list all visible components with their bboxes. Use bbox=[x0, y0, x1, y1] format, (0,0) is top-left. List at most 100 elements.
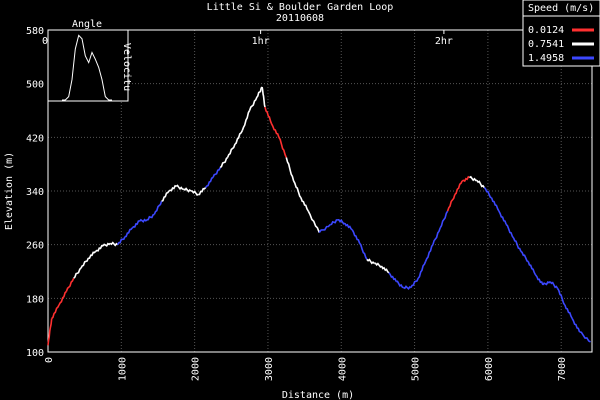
x-tick-label: 4000 bbox=[337, 357, 348, 381]
chart-title: Little Si & Boulder Garden Loop bbox=[207, 2, 394, 13]
x-tick-label: 2000 bbox=[191, 357, 202, 381]
elevation-segment bbox=[498, 210, 507, 225]
elevation-segment bbox=[226, 143, 236, 158]
x-ticks: 0 1000 2000 3000 4000 5000 6000 7000 bbox=[44, 357, 568, 381]
elevation-segment bbox=[139, 218, 148, 223]
elevation-segment bbox=[505, 223, 515, 239]
elevation-segment bbox=[527, 261, 537, 276]
elevation-segment bbox=[261, 86, 266, 108]
elevation-segment bbox=[109, 241, 119, 247]
elevation-segment bbox=[116, 236, 126, 246]
elevation-series bbox=[47, 86, 591, 346]
elevation-segment bbox=[337, 219, 346, 225]
elevation-segment bbox=[204, 176, 214, 189]
elevation-segment bbox=[47, 318, 53, 346]
time-tick-label: 1hr bbox=[252, 36, 270, 47]
elevation-segment bbox=[556, 287, 566, 306]
elevation-segment bbox=[73, 267, 82, 279]
x-tick-label: 1000 bbox=[117, 357, 128, 381]
elevation-segment bbox=[432, 227, 441, 245]
elevation-segment bbox=[264, 106, 273, 125]
elevation-segment bbox=[330, 219, 338, 226]
elevation-segment bbox=[490, 197, 500, 212]
elevation-segment bbox=[512, 237, 522, 252]
elevation-segment bbox=[366, 258, 375, 265]
grid bbox=[48, 30, 592, 352]
x-tick-label: 0 bbox=[44, 357, 55, 363]
legend-title: Speed (m/s) bbox=[528, 3, 594, 14]
legend-entries: 0.0124 0.7541 1.4958 bbox=[528, 25, 594, 64]
y-tick-label: 100 bbox=[26, 348, 44, 359]
elevation-segment bbox=[270, 123, 280, 138]
legend-box bbox=[522, 0, 600, 67]
elevation-segment bbox=[469, 175, 477, 182]
elevation-segment bbox=[351, 229, 361, 244]
time-tick-label: 2hr bbox=[435, 36, 453, 47]
x-tick-label: 3000 bbox=[264, 357, 275, 381]
elevation-segment bbox=[58, 291, 67, 306]
elevation-segment bbox=[374, 262, 383, 268]
elevation-segment bbox=[65, 277, 75, 292]
y-tick-label: 260 bbox=[26, 241, 44, 252]
elevation-segment bbox=[241, 110, 251, 131]
elevation-segment bbox=[520, 250, 529, 263]
elevation-segment bbox=[168, 184, 177, 192]
elevation-segment bbox=[234, 130, 244, 145]
elevation-segment bbox=[51, 304, 60, 320]
elevation-segment bbox=[146, 213, 155, 221]
inset-label-velocity: Velocitu bbox=[121, 43, 132, 91]
y-tick-label: 180 bbox=[26, 294, 44, 305]
elevation-segment bbox=[256, 86, 263, 98]
elevation-segment bbox=[161, 190, 170, 202]
elevation-segment bbox=[542, 281, 551, 286]
elevation-segment bbox=[278, 136, 288, 158]
elevation-segment bbox=[212, 167, 222, 178]
inset-line bbox=[62, 34, 112, 101]
elevation-segment bbox=[549, 281, 559, 289]
elevation-segment bbox=[564, 304, 573, 319]
legend-entry-label: 0.0124 bbox=[528, 25, 564, 36]
elevation-segment bbox=[88, 250, 97, 260]
inset-frame bbox=[47, 29, 129, 102]
x-tick-label: 7000 bbox=[557, 357, 568, 381]
elevation-segment bbox=[410, 277, 419, 288]
elevation-segment bbox=[80, 257, 90, 269]
elevation-segment bbox=[219, 156, 229, 169]
elevation-segment bbox=[344, 222, 353, 231]
x-tick-label: 6000 bbox=[484, 357, 495, 381]
y-ticks: 100 180 260 340 420 500 580 bbox=[26, 26, 44, 359]
legend-entry-label: 1.4958 bbox=[528, 53, 564, 64]
elevation-segment bbox=[403, 285, 412, 291]
legend-entry-label: 0.7541 bbox=[528, 39, 564, 50]
chart-subtitle: 20110608 bbox=[276, 13, 324, 24]
y-tick-label: 500 bbox=[26, 80, 44, 91]
elevation-segment bbox=[285, 157, 295, 182]
elevation-segment bbox=[300, 197, 309, 212]
elevation-segment bbox=[198, 187, 207, 196]
x-axis-label: Distance (m) bbox=[282, 390, 354, 400]
y-tick-label: 420 bbox=[26, 133, 44, 144]
y-axis-label: Elevation (m) bbox=[4, 152, 15, 230]
elevation-segment bbox=[534, 274, 544, 286]
elevation-segment bbox=[439, 210, 449, 229]
elevation-segment bbox=[476, 179, 485, 189]
elevation-segment bbox=[461, 175, 470, 183]
elevation-segment bbox=[579, 331, 591, 343]
elevation-segment bbox=[131, 220, 140, 229]
elevation-segment bbox=[124, 227, 133, 238]
y-tick-label: 340 bbox=[26, 187, 44, 198]
elevation-segment bbox=[95, 244, 104, 253]
elevation-segment bbox=[388, 272, 397, 282]
elevation-segment bbox=[318, 223, 331, 234]
elevation-segment bbox=[571, 318, 581, 333]
elevation-segment bbox=[446, 194, 456, 212]
elevation-segment bbox=[292, 180, 302, 199]
elevation-segment bbox=[380, 265, 390, 274]
y-tick-label: 580 bbox=[26, 26, 44, 37]
elevation-segment bbox=[248, 96, 258, 111]
elevation-segment bbox=[183, 187, 192, 193]
elevation-segment bbox=[175, 184, 184, 191]
elevation-segment bbox=[153, 200, 163, 215]
elevation-segment bbox=[454, 180, 463, 195]
